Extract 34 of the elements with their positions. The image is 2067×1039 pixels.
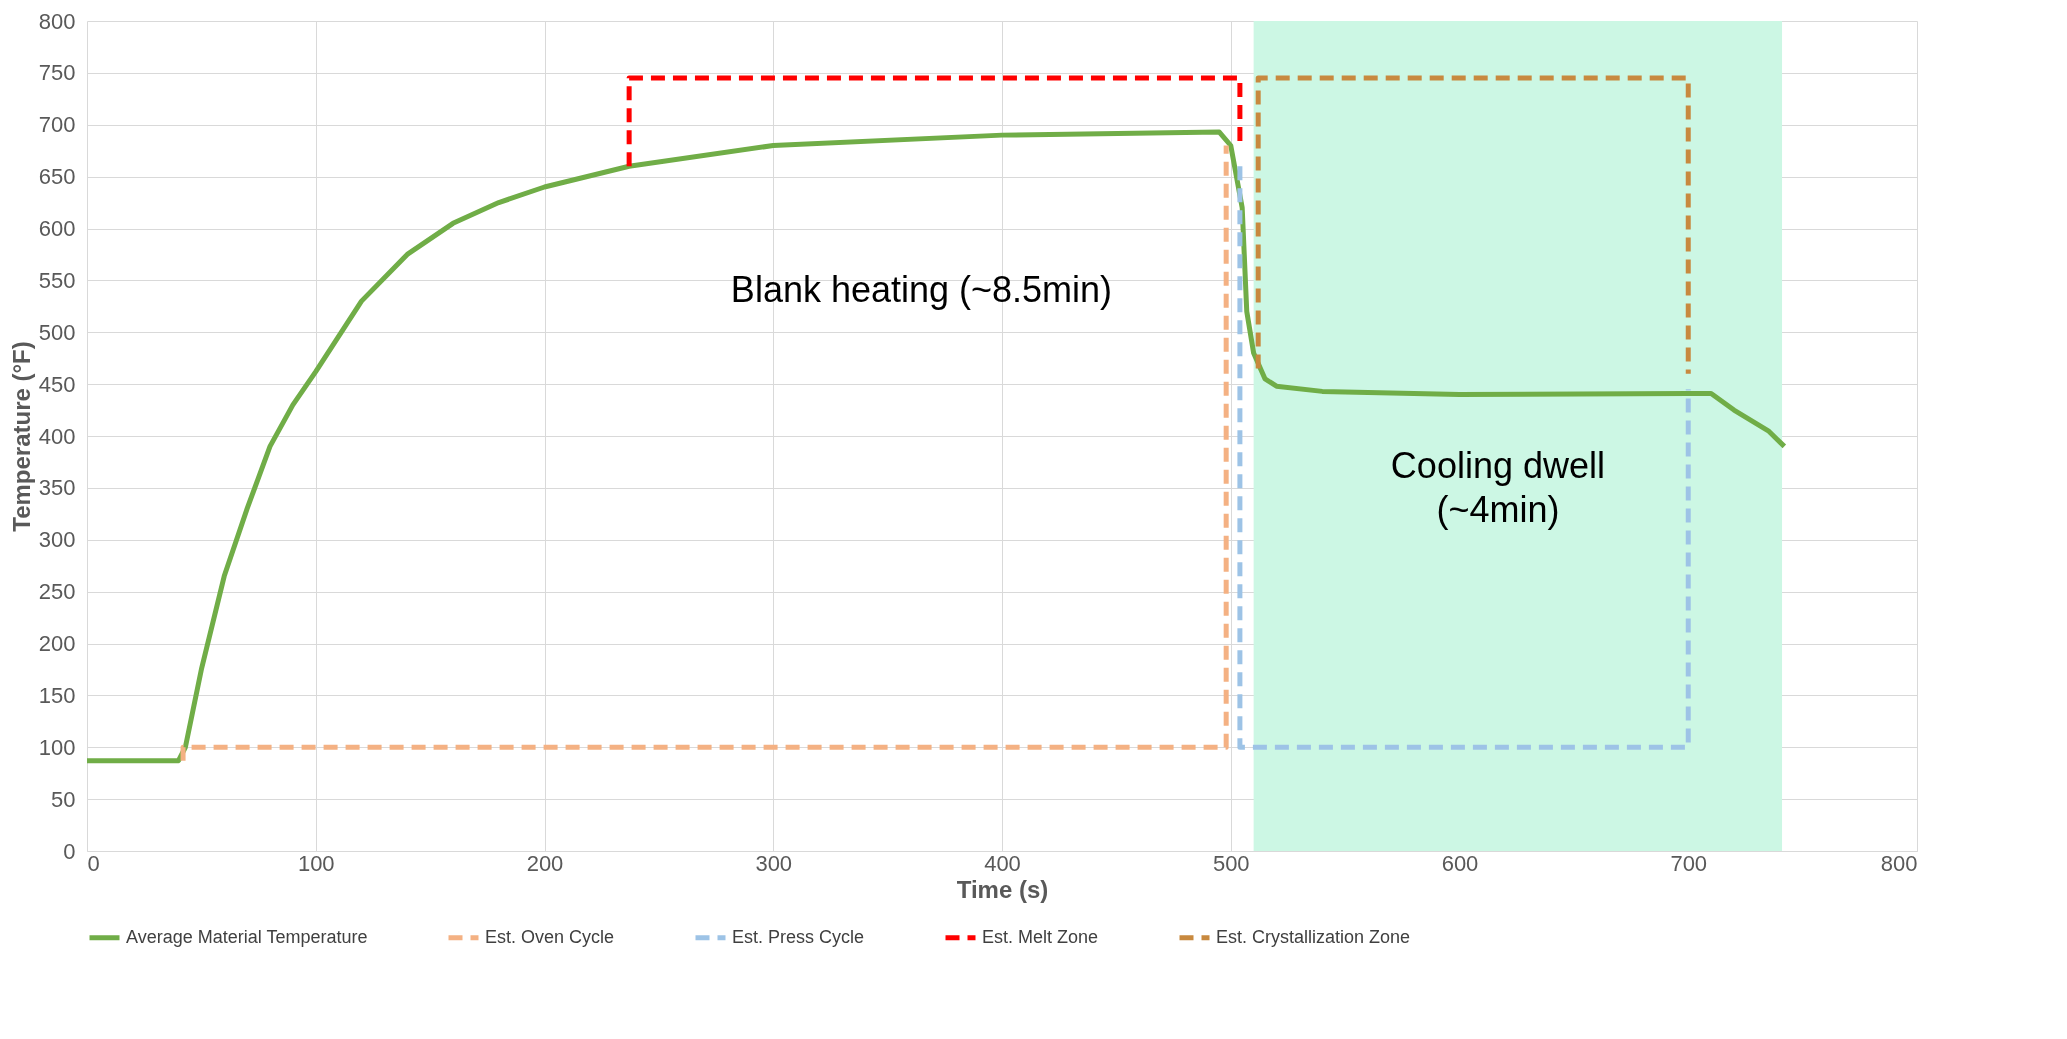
y-tick-label: 500 [38,319,76,345]
legend-label: Est. Press Cycle [732,926,865,947]
y-tick-label: 400 [38,423,76,449]
x-tick-label: 100 [297,850,335,876]
y-tick-label: 600 [38,216,76,241]
y-tick-label: 450 [38,371,76,397]
y-tick-label: 650 [38,164,76,190]
y-tick-label: 100 [38,734,76,760]
annotation: Blank heating (~8.5min) [730,268,1113,310]
x-axis-title: Time (s) [956,875,1049,903]
x-tick-label: 600 [1441,850,1479,876]
y-tick-label: 50 [51,786,76,812]
legend-label: Average Material Temperature [126,926,368,947]
y-tick-label: 300 [38,527,76,553]
y-tick-label: 550 [38,267,76,293]
y-tick-label: 150 [38,682,76,708]
y-tick-label: 200 [38,631,76,656]
y-tick-label: 350 [38,475,76,501]
y-tick-label: 800 [38,8,76,34]
annotation: Cooling dwell (~4min) [1390,444,1605,530]
x-tick-label: 400 [984,850,1021,876]
y-tick-label: 750 [38,60,76,86]
x-tick-label: 700 [1670,850,1708,876]
x-tick-label: 0 [87,850,100,876]
x-tick-label: 300 [755,850,793,876]
legend-label: Est. Melt Zone [982,926,1099,947]
legend-label: Est. Oven Cycle [485,926,615,947]
x-tick-label: 500 [1212,850,1250,876]
x-tick-label: 200 [526,850,564,876]
y-tick-label: 700 [38,112,76,138]
y-tick-label: 250 [38,579,76,605]
y-axis-title: Temperature (°F) [7,341,35,532]
x-tick-label: 800 [1880,850,1918,876]
legend-label: Est. Crystallization Zone [1216,926,1411,947]
